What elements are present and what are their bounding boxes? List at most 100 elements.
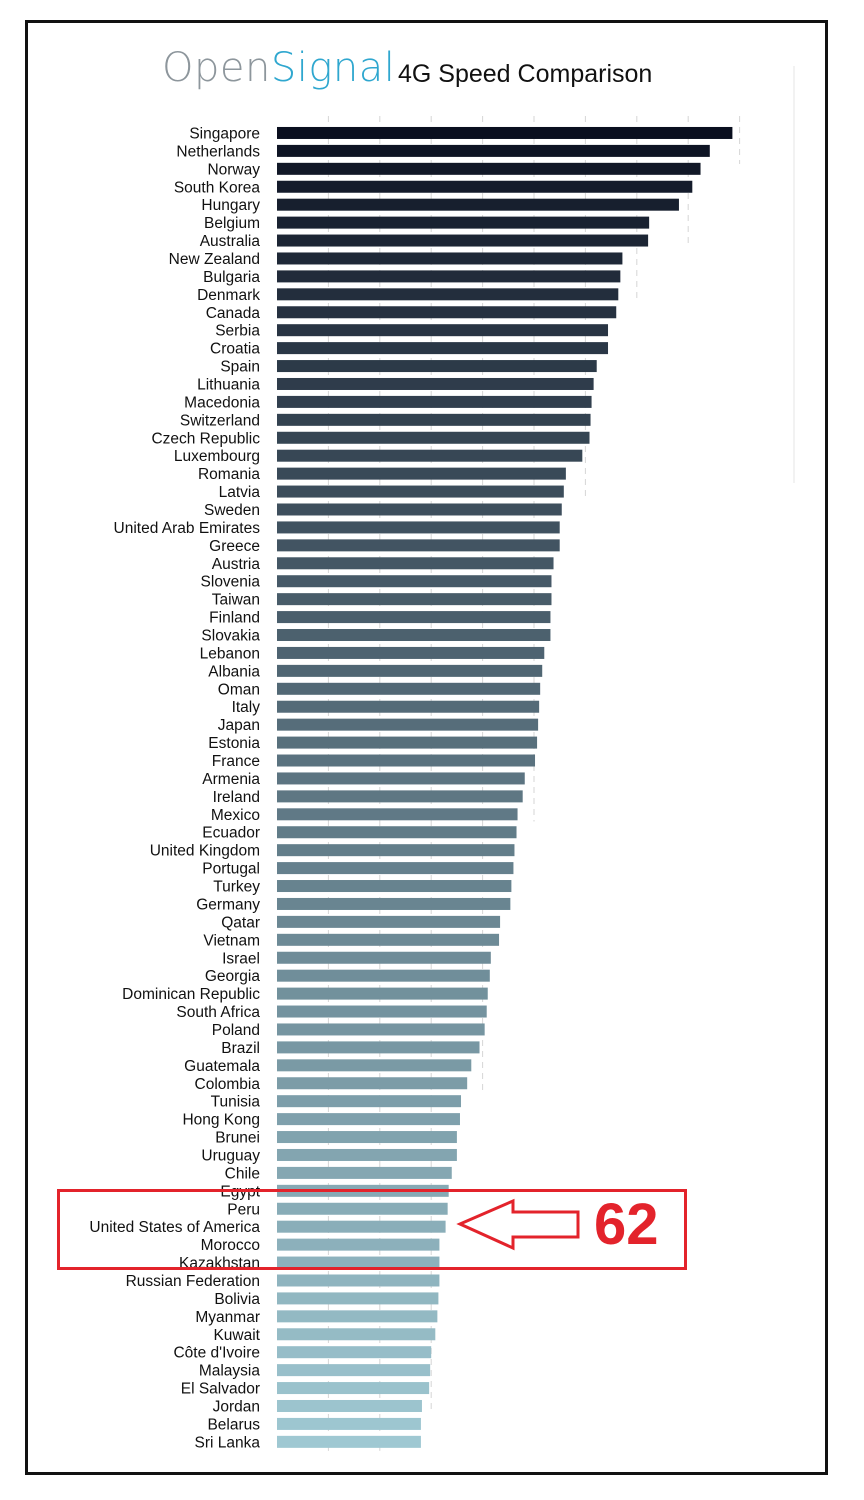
bar-georgia [277, 969, 490, 982]
category-label-israel: Israel [222, 950, 260, 967]
bar-singapore [277, 126, 733, 139]
bar-finland [277, 611, 551, 624]
category-label-belgium: Belgium [204, 215, 260, 232]
bar-united-arab-emirates [277, 521, 560, 534]
bar-serbia [277, 324, 609, 337]
category-label-austria: Austria [212, 556, 261, 573]
bar-greece [277, 539, 560, 552]
category-label-mexico: Mexico [211, 807, 260, 824]
bar-brunei [277, 1131, 457, 1144]
logo-open-text: Open [162, 45, 271, 91]
category-label-c-te-d-ivoire: Côte d'Ivoire [173, 1345, 260, 1362]
category-label-singapore: Singapore [189, 125, 260, 142]
category-label-tunisia: Tunisia [211, 1094, 261, 1111]
category-label-el-salvador: El Salvador [181, 1381, 260, 1398]
bar-turkey [277, 880, 512, 893]
category-label-kuwait: Kuwait [213, 1327, 260, 1344]
chart-title: 4G Speed Comparison [398, 60, 653, 88]
category-label-poland: Poland [212, 1022, 260, 1039]
bar-chile [277, 1166, 452, 1179]
bar-russian-federation [277, 1274, 440, 1287]
bar-belarus [277, 1417, 421, 1430]
bar-morocco [277, 1238, 440, 1251]
bar-qatar [277, 915, 501, 928]
bar-lithuania [277, 377, 594, 390]
category-label-luxembourg: Luxembourg [174, 448, 260, 465]
bar-ecuador [277, 826, 517, 839]
category-label-armenia: Armenia [202, 771, 260, 788]
bar-sweden [277, 503, 562, 516]
category-label-macedonia: Macedonia [184, 394, 260, 411]
category-label-denmark: Denmark [197, 287, 260, 304]
category-label-italy: Italy [232, 699, 261, 716]
category-label-uruguay: Uruguay [201, 1147, 260, 1164]
category-label-serbia: Serbia [215, 323, 260, 340]
category-label-jordan: Jordan [213, 1398, 260, 1415]
bar-vietnam [277, 933, 500, 946]
category-label-czech-republic: Czech Republic [151, 430, 260, 447]
category-label-ecuador: Ecuador [202, 825, 260, 842]
bar-mexico [277, 808, 518, 821]
bar-france [277, 754, 536, 767]
bar-israel [277, 951, 491, 964]
bar-malaysia [277, 1364, 431, 1377]
bar-romania [277, 467, 566, 480]
bar-tunisia [277, 1095, 462, 1108]
bar-hungary [277, 198, 679, 211]
bar-italy [277, 700, 540, 713]
bar-c-te-d-ivoire [277, 1346, 432, 1359]
bar-portugal [277, 862, 514, 875]
category-label-netherlands: Netherlands [176, 143, 260, 160]
arrow-icon [456, 1198, 580, 1251]
category-label-sweden: Sweden [204, 502, 260, 519]
category-label-myanmar: Myanmar [195, 1309, 260, 1326]
bar-guatemala [277, 1059, 472, 1072]
bar-ireland [277, 790, 523, 803]
bar-hong-kong [277, 1113, 460, 1126]
category-label-hungary: Hungary [201, 197, 260, 214]
bar-switzerland [277, 413, 591, 426]
bar-south-korea [277, 180, 693, 193]
bar-czech-republic [277, 431, 590, 444]
bar-germany [277, 897, 511, 910]
category-label-sri-lanka: Sri Lanka [195, 1434, 261, 1451]
bar-uruguay [277, 1148, 457, 1161]
bar-jordan [277, 1399, 422, 1412]
category-label-france: France [212, 753, 260, 770]
opensignal-logo: OpenSignal [162, 48, 395, 88]
category-label-finland: Finland [209, 610, 260, 627]
bar-sri-lanka [277, 1435, 421, 1448]
bar-japan [277, 718, 539, 731]
bar-colombia [277, 1077, 468, 1090]
category-label-brazil: Brazil [221, 1040, 260, 1057]
bar-netherlands [277, 144, 710, 157]
bar-dominican-republic [277, 987, 488, 1000]
category-label-south-korea: South Korea [174, 179, 261, 196]
bar-new-zealand [277, 252, 623, 265]
bar-lebanon [277, 646, 545, 659]
bar-kazakhstan [277, 1256, 440, 1269]
category-label-vietnam: Vietnam [203, 932, 260, 949]
bar-el-salvador [277, 1382, 430, 1395]
category-label-guatemala: Guatemala [184, 1058, 260, 1075]
category-label-united-arab-emirates: United Arab Emirates [114, 520, 261, 537]
category-label-united-kingdom: United Kingdom [150, 843, 260, 860]
category-label-georgia: Georgia [205, 968, 261, 985]
logo-signal-text: Signal [270, 45, 396, 91]
bar-taiwan [277, 593, 552, 606]
bar-australia [277, 234, 649, 247]
bar-poland [277, 1023, 485, 1036]
category-label-belarus: Belarus [207, 1416, 260, 1433]
highlight-box [57, 1189, 687, 1270]
bar-albania [277, 664, 543, 677]
bar-latvia [277, 485, 564, 498]
category-label-lebanon: Lebanon [200, 645, 260, 662]
category-label-canada: Canada [206, 305, 261, 322]
category-label-albania: Albania [208, 663, 260, 680]
category-label-slovenia: Slovenia [201, 574, 261, 591]
category-label-croatia: Croatia [210, 341, 260, 358]
bar-peru [277, 1202, 448, 1215]
bar-oman [277, 682, 541, 695]
bar-macedonia [277, 395, 592, 408]
